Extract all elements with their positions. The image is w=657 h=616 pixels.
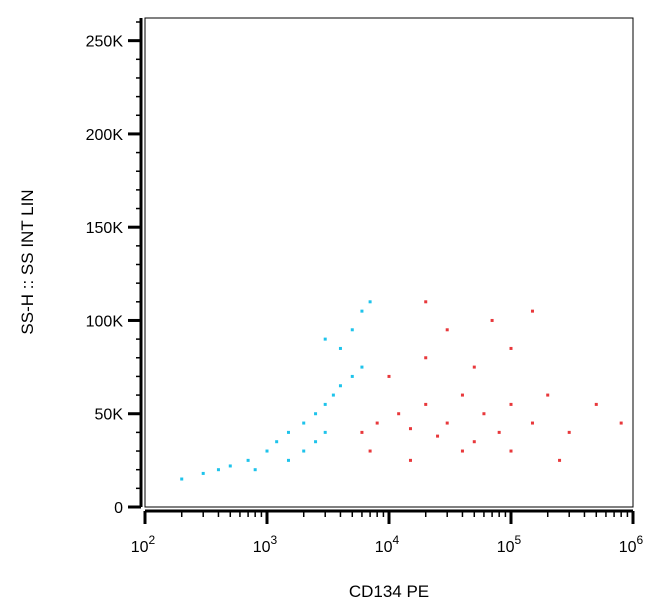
data-point-series-2 (360, 309, 364, 313)
y-tick-label: 150K (86, 220, 124, 237)
data-point-series-1 (424, 402, 428, 406)
data-point-series-1 (397, 412, 401, 416)
data-point-series-1 (490, 318, 494, 322)
data-point-series-1 (482, 412, 486, 416)
y-tick-label: 0 (114, 500, 123, 517)
data-point-series-1 (387, 374, 391, 378)
data-point-series-2 (302, 421, 306, 425)
data-point-series-2 (180, 477, 184, 481)
data-point-series-2 (314, 440, 318, 444)
data-point-series-1 (546, 393, 550, 397)
data-point-series-2 (368, 300, 372, 304)
data-point-series-2 (323, 430, 327, 434)
data-point-series-2 (246, 458, 250, 462)
y-tick-label: 100K (86, 313, 124, 330)
plot-frame (144, 17, 634, 508)
data-point-series-2 (360, 365, 364, 369)
data-point-series-1 (445, 421, 449, 425)
data-point-series-2 (338, 384, 342, 388)
data-point-series-1 (567, 430, 571, 434)
data-point-series-1 (375, 421, 379, 425)
data-point-series-1 (360, 430, 364, 434)
data-point-series-2 (216, 468, 220, 472)
data-point-series-1 (472, 440, 476, 444)
x-tick-label: 103 (253, 533, 278, 556)
data-point-series-2 (350, 374, 354, 378)
data-point-series-1 (472, 365, 476, 369)
x-tick-label: 105 (497, 533, 522, 556)
data-point-series-2 (323, 337, 327, 341)
data-point-series-2 (314, 412, 318, 416)
data-point-series-1 (424, 356, 428, 360)
data-point-series-1 (368, 449, 372, 453)
data-point-series-1 (619, 421, 623, 425)
x-axis-title: CD134 PE (349, 582, 429, 601)
data-point-series-2 (286, 430, 290, 434)
y-axis: 0 50K 100K 150K 200K 250K (86, 18, 143, 517)
data-point-series-2 (323, 402, 327, 406)
data-point-series-1 (530, 309, 534, 313)
data-point-series-2 (338, 346, 342, 350)
x-tick-label: 106 (619, 533, 644, 556)
data-point-series-1 (424, 300, 428, 304)
y-tick-label: 200K (86, 127, 124, 144)
y-axis-title: SS-H :: SS INT LIN (18, 189, 37, 334)
data-point-series-1 (408, 458, 412, 462)
data-point-series-2 (275, 440, 279, 444)
data-point-series-2 (331, 393, 335, 397)
data-point-series-2 (302, 449, 306, 453)
data-point-series-1 (530, 421, 534, 425)
data-point-series-2 (228, 464, 232, 468)
data-point-series-1 (509, 449, 513, 453)
data-point-series-1 (558, 458, 562, 462)
data-point-series-1 (497, 430, 501, 434)
data-point-series-1 (509, 346, 513, 350)
data-point-series-1 (594, 402, 598, 406)
data-point-series-2 (265, 449, 269, 453)
data-point-series-1 (436, 434, 440, 438)
data-point-series-1 (408, 427, 412, 431)
data-point-series-2 (350, 328, 354, 332)
data-point-series-1 (509, 402, 513, 406)
x-tick-label: 104 (375, 533, 400, 556)
y-tick-label: 250K (86, 34, 124, 51)
data-point-series-1 (460, 393, 464, 397)
data-point-series-1 (460, 449, 464, 453)
data-point-series-2 (286, 458, 290, 462)
x-axis: 102 103 104 105 106 (131, 509, 644, 556)
y-tick-label: 50K (95, 407, 124, 424)
data-point-series-2 (201, 471, 205, 475)
x-tick-label: 102 (131, 533, 156, 556)
data-points (180, 300, 623, 481)
data-point-series-2 (253, 468, 257, 472)
data-point-series-1 (445, 328, 449, 332)
